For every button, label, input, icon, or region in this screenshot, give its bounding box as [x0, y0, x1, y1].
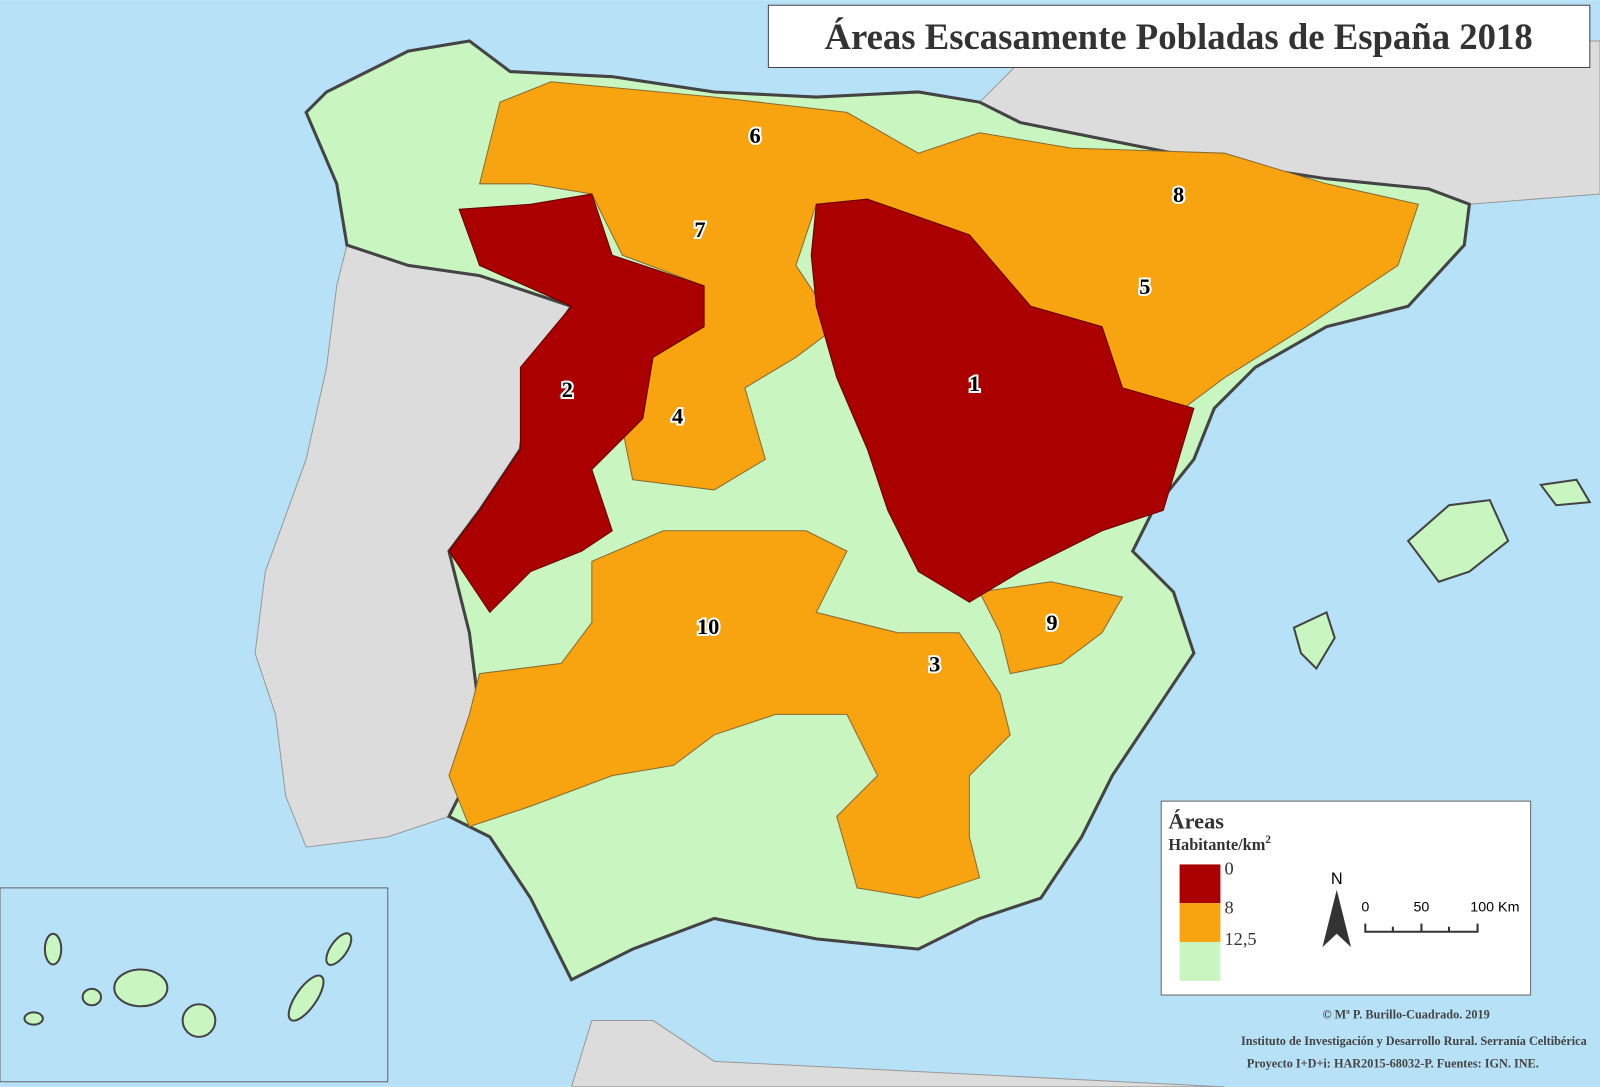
area-label: 3	[929, 652, 940, 677]
canary-inset	[0, 887, 389, 1083]
title: Áreas Escasamente Pobladas de España 201…	[824, 16, 1532, 57]
area-label: 5	[1139, 274, 1150, 299]
credit: © Mª P. Burillo-Cuadrado. 2019	[1322, 1008, 1489, 1022]
credit: Instituto de Investigación y Desarrollo …	[1241, 1034, 1587, 1048]
scale-label: 0	[1361, 899, 1369, 915]
area-label: 10	[697, 614, 719, 639]
orange-south	[448, 530, 1011, 899]
legend-box	[1160, 800, 1532, 996]
red-1	[810, 198, 1195, 603]
north-label: N	[1331, 870, 1343, 888]
red-2	[448, 193, 705, 614]
area-label: 2	[562, 377, 573, 402]
canary-islands	[23, 932, 353, 1038]
area-label: 6	[749, 123, 760, 148]
legend-unit: Habitante/km2	[1168, 834, 1271, 854]
credit: Proyecto I+D+i: HAR2015-68032-P. Fuentes…	[1247, 1056, 1539, 1070]
legend-title: Áreas	[1168, 809, 1224, 834]
scale-label: 50	[1413, 899, 1429, 915]
legend-break: 12,5	[1224, 929, 1256, 949]
north-arrow	[1322, 889, 1352, 948]
scale-label: 100 Km	[1470, 899, 1519, 915]
title-box	[767, 4, 1591, 68]
orange-9	[978, 581, 1124, 675]
area-label: 7	[694, 217, 705, 242]
mallorca	[1406, 499, 1510, 583]
legend-swatch	[1179, 903, 1221, 942]
area-label: 9	[1046, 610, 1057, 635]
ibiza	[1292, 610, 1336, 671]
menorca	[1538, 478, 1592, 507]
area-label: 1	[969, 371, 980, 396]
legend-swatch	[1179, 941, 1221, 981]
legend-break: 0	[1224, 859, 1233, 879]
area-label: 4	[672, 404, 683, 429]
legend-break: 8	[1224, 897, 1233, 917]
scale-bar	[1364, 923, 1479, 933]
area-label: 8	[1173, 182, 1184, 207]
legend-swatch	[1179, 864, 1221, 904]
